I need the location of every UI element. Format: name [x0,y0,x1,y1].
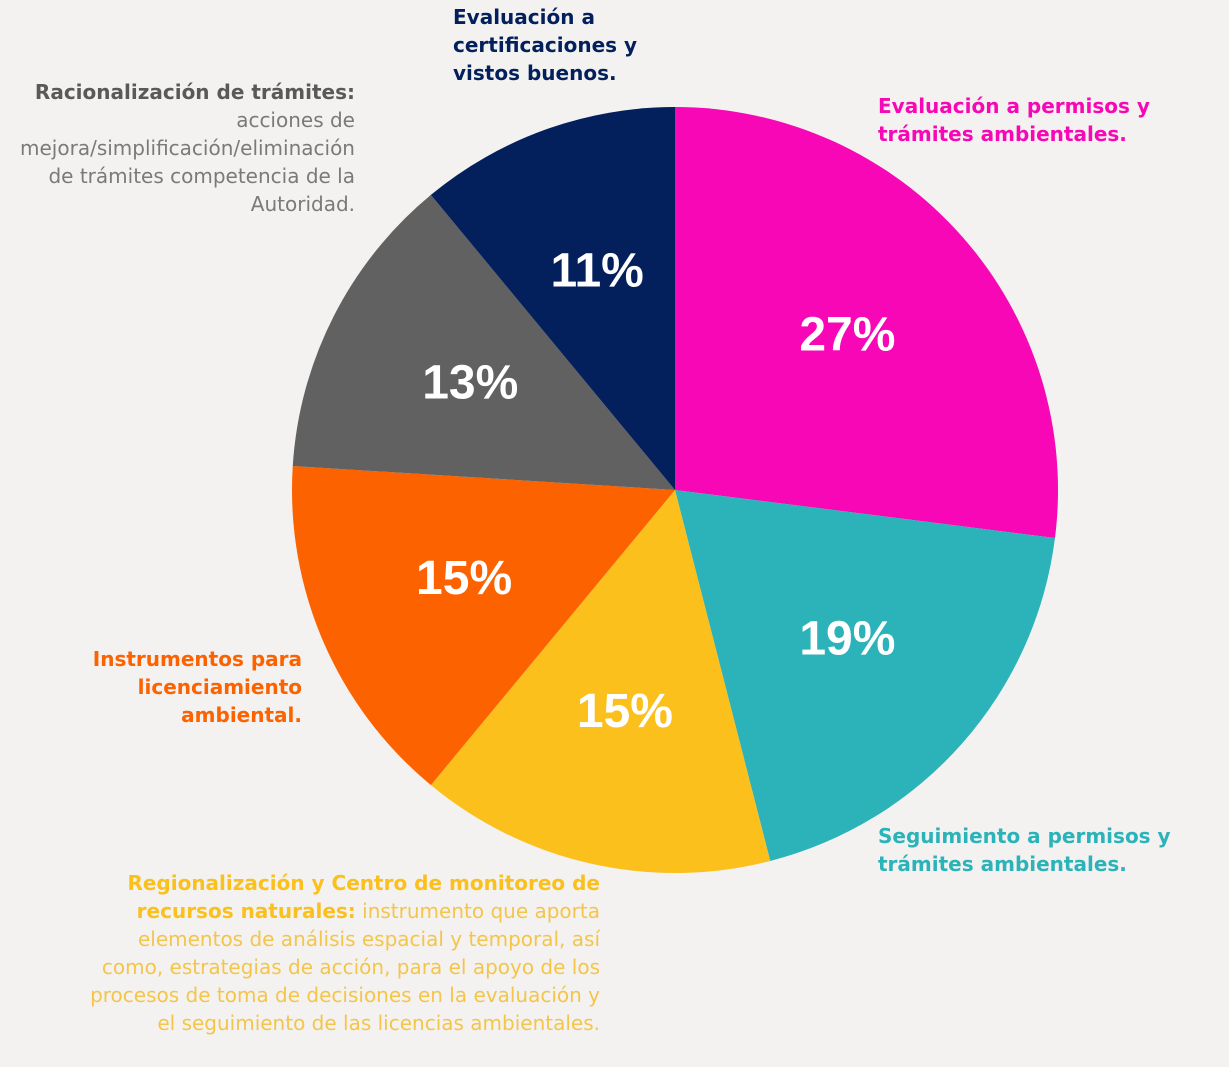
category-label: Evaluación a certificaciones y vistos bu… [453,3,683,87]
category-label: Regionalización y Centro de monitoreo de… [80,869,600,1037]
value-label: 11% [550,244,643,297]
category-label: Seguimiento a permisos y trámites ambien… [878,822,1208,878]
value-label: 13% [422,356,518,409]
value-label: 27% [799,309,895,362]
category-name: Regionalización y Centro de monitoreo de… [127,871,600,923]
category-description: instrumento que aporta elementos de anál… [90,899,600,1035]
category-name: Seguimiento a permisos y trámites ambien… [878,824,1171,876]
pie-slice [292,465,675,786]
value-label: 15% [416,552,512,605]
category-name: Racionalización de trámites: [34,80,355,104]
value-label: 15% [577,685,673,738]
value-label: 19% [799,613,895,666]
category-label: Evaluación a permisos y trámites ambient… [878,92,1198,148]
pie-slice [430,107,675,490]
category-name: Instrumentos para licenciamiento ambient… [92,647,302,727]
category-description: acciones de mejora/simplificación/elimin… [20,108,355,216]
pie-slice [675,107,1059,539]
category-name: Evaluación a certificaciones y vistos bu… [453,5,638,85]
category-label: Instrumentos para licenciamiento ambient… [42,645,302,729]
pie-slice [430,490,771,873]
category-label: Racionalización de trámites: acciones de… [0,78,355,218]
category-name: Evaluación a permisos y trámites ambient… [878,94,1150,146]
pie-slice [292,194,675,490]
pie-slice [675,490,1055,861]
